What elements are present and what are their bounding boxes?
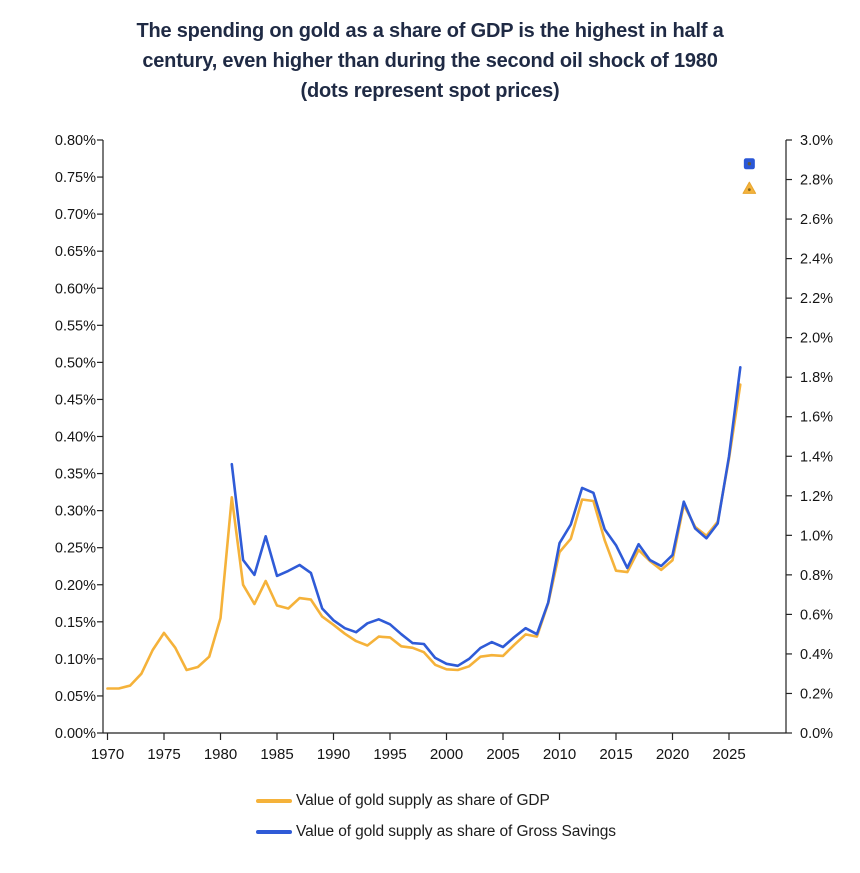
legend-item-gross-savings: Value of gold supply as share of Gross S…	[256, 821, 616, 843]
right-axis-tick-label: 0.4%	[800, 647, 833, 663]
chart-legend: Value of gold supply as share of GDP Val…	[256, 790, 616, 852]
left-axis-tick-label: 0.05%	[55, 689, 96, 705]
right-axis-tick-label: 2.4%	[800, 252, 833, 268]
legend-label: Value of gold supply as share of GDP	[296, 792, 550, 809]
right-axis-tick-label: 2.8%	[800, 173, 833, 189]
right-axis-tick-label: 1.8%	[800, 370, 833, 386]
right-axis-tick-label: 2.0%	[800, 331, 833, 347]
left-axis-tick-label: 0.00%	[55, 726, 96, 742]
x-axis-tick-label: 2010	[543, 746, 576, 763]
x-axis-tick-label: 1990	[317, 746, 350, 763]
right-axis-tick-label: 0.0%	[800, 726, 833, 742]
left-axis-tick-label: 0.40%	[55, 430, 96, 446]
x-axis-tick-label: 2015	[599, 746, 632, 763]
legend-item-gdp: Value of gold supply as share of GDP	[256, 790, 616, 812]
x-axis-tick-label: 1995	[373, 746, 406, 763]
right-axis-tick-label: 3.0%	[800, 133, 833, 149]
legend-label: Value of gold supply as share of Gross S…	[296, 823, 616, 840]
left-axis-tick-label: 0.65%	[55, 244, 96, 260]
savings-line-swatch-icon	[256, 830, 292, 834]
left-axis-tick-label: 0.30%	[55, 504, 96, 520]
right-axis-tick-label: 0.6%	[800, 607, 833, 623]
chart-title-line: (dots represent spot prices)	[300, 80, 560, 102]
x-axis-tick-label: 1980	[204, 746, 237, 763]
chart-title-line: The spending on gold as a share of GDP i…	[136, 20, 724, 42]
left-axis-tick-label: 0.55%	[55, 318, 96, 334]
x-axis-tick-label: 2005	[486, 746, 519, 763]
right-axis-tick-label: 1.4%	[800, 449, 833, 465]
spot-dot-triangle	[742, 181, 757, 194]
left-axis-tick-label: 0.80%	[55, 133, 96, 149]
left-axis-tick-label: 0.15%	[55, 615, 96, 631]
spot-dot-square-center	[747, 162, 752, 166]
gdp-line-swatch-icon	[256, 799, 292, 803]
right-axis-tick-label: 1.0%	[800, 528, 833, 544]
left-axis-tick-label: 0.25%	[55, 541, 96, 557]
x-axis-tick-label: 2000	[430, 746, 463, 763]
left-axis-tick-label: 0.20%	[55, 578, 96, 594]
chart-title: The spending on gold as a share of GDP i…	[0, 16, 860, 106]
x-axis-tick-label: 2025	[712, 746, 745, 763]
right-axis-tick-label: 0.2%	[800, 686, 833, 702]
left-axis-tick-label: 0.10%	[55, 652, 96, 668]
chart-title-line: century, even higher than during the sec…	[142, 50, 718, 72]
right-axis-tick-label: 1.6%	[800, 410, 833, 426]
left-axis-tick-label: 0.60%	[55, 281, 96, 297]
right-axis-tick-label: 1.2%	[800, 489, 833, 505]
savings-series-line	[230, 365, 742, 668]
left-axis-tick-label: 0.50%	[55, 355, 96, 371]
left-axis-tick-label: 0.70%	[55, 207, 96, 223]
spot-dot-triangle-center	[747, 188, 751, 192]
x-axis-tick-label: 1975	[147, 746, 180, 763]
x-axis-tick-label: 1970	[91, 746, 124, 763]
right-axis-tick-label: 2.6%	[800, 212, 833, 228]
gdp-series-line	[106, 383, 742, 690]
right-axis-tick-label: 0.8%	[800, 568, 833, 584]
x-axis-tick-label: 2020	[656, 746, 689, 763]
left-axis-tick-label: 0.45%	[55, 392, 96, 408]
left-axis-tick-label: 0.75%	[55, 170, 96, 186]
left-axis-tick-label: 0.35%	[55, 467, 96, 483]
x-axis-tick-label: 1985	[260, 746, 293, 763]
right-axis-tick-label: 2.2%	[800, 291, 833, 307]
